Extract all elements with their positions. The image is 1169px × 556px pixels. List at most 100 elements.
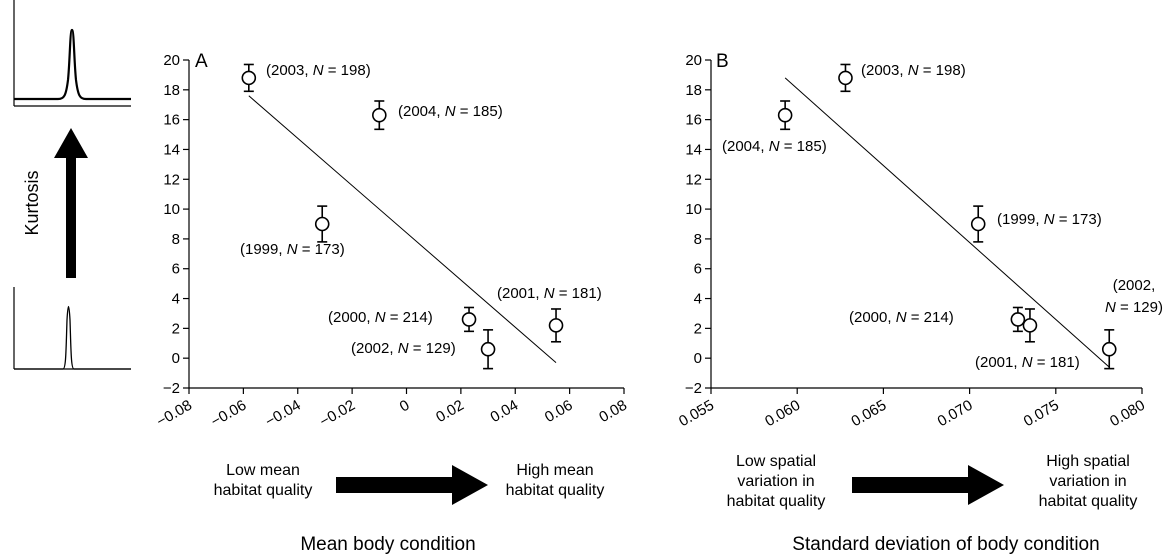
- kurtosis-label: Kurtosis: [22, 170, 42, 235]
- point-label: (2002,: [1113, 277, 1156, 294]
- x-tick-label: 0.02: [433, 397, 467, 426]
- panel-a-point-labels: (2003, N = 198) (2004, N = 185) (1999, N…: [240, 62, 602, 357]
- panel-a-x-axis-title: Mean body condition: [300, 534, 475, 555]
- high-kurtosis-distribution: [13, 0, 131, 107]
- x-tick-label: −0.06: [208, 397, 249, 431]
- point-label: (2002, N = 129): [351, 340, 456, 357]
- panel-a-points: [241, 63, 564, 370]
- point-label: (2004, N = 185): [722, 138, 827, 155]
- point-marker: [1010, 312, 1026, 327]
- low-kurtosis-distribution: [13, 287, 131, 370]
- data-point-2000: [461, 306, 477, 333]
- point-label: (2001, N = 181): [975, 354, 1080, 371]
- caption-line: Low mean: [226, 462, 300, 479]
- kurtosis-illustration: Kurtosis: [13, 0, 131, 370]
- y-tick-label: 6: [172, 261, 180, 278]
- point-label: (1999, N = 173): [997, 211, 1102, 228]
- x-tick-label: 0.075: [1021, 397, 1062, 430]
- panel-a-y-ticks: −2 0 2 4 6 8 10 12 14 16 18 20: [163, 52, 189, 397]
- panel-b-high-caption: High spatial variation in habitat qualit…: [1039, 453, 1138, 510]
- point-marker: [241, 70, 257, 86]
- caption-line: habitat quality: [727, 493, 826, 510]
- panel-b-y-ticks: −2 0 2 4 6 8 10 12 14 16 18 20: [685, 52, 711, 397]
- caption-line: variation in: [737, 473, 814, 490]
- panel-b-low-caption: Low spatial variation in habitat quality: [727, 453, 826, 510]
- data-point-2003: [241, 63, 257, 93]
- x-tick-label: −0.08: [154, 397, 195, 431]
- y-tick-label: 4: [172, 291, 180, 308]
- panel-a-letter: A: [195, 51, 208, 72]
- x-tick-label: 0.060: [762, 397, 803, 430]
- panel-b-x-ticks: 0.055 0.060 0.065 0.070 0.075 0.080: [676, 388, 1148, 430]
- x-tick-label: 0: [397, 397, 413, 416]
- x-tick-label: 0.055: [676, 397, 717, 430]
- data-point-1999: [970, 205, 986, 243]
- y-tick-label: 14: [685, 141, 702, 158]
- data-point-2004: [777, 100, 793, 131]
- caption-line: variation in: [1049, 473, 1126, 490]
- panel-b-letter: B: [716, 51, 729, 72]
- point-marker: [838, 70, 853, 86]
- panel-b-trend-line: [784, 77, 1110, 368]
- y-tick-label: 0: [694, 350, 702, 367]
- x-tick-label: −0.04: [262, 397, 303, 431]
- x-tick-label: 0.06: [542, 397, 576, 426]
- data-point-2003: [838, 63, 853, 93]
- peaked-curve: [14, 28, 131, 101]
- point-marker: [480, 341, 496, 357]
- point-marker: [1022, 318, 1038, 333]
- point-marker: [314, 216, 330, 232]
- y-tick-label: 12: [685, 171, 702, 188]
- panel-a-low-caption: Low mean habitat quality: [214, 462, 313, 499]
- y-tick-label: 16: [685, 112, 702, 129]
- y-tick-label: 18: [163, 82, 180, 99]
- y-tick-label: 12: [163, 171, 180, 188]
- data-point-2000: [1010, 306, 1026, 333]
- y-tick-label: −2: [163, 380, 180, 397]
- y-tick-label: 8: [694, 231, 702, 248]
- point-marker: [372, 107, 387, 123]
- point-label: (2003, N = 198): [861, 62, 966, 79]
- data-point-2004: [372, 100, 387, 131]
- x-tick-label: 0.080: [1107, 397, 1148, 430]
- point-label: (2001, N = 181): [497, 285, 602, 302]
- caption-line: habitat quality: [1039, 493, 1138, 510]
- point-label: (2004, N = 185): [398, 103, 503, 120]
- data-point-2002: [1101, 329, 1117, 370]
- y-tick-label: 18: [685, 82, 702, 99]
- point-marker: [548, 318, 564, 333]
- caption-line: habitat quality: [214, 482, 313, 499]
- right-arrow-icon: [336, 465, 488, 505]
- x-tick-label: 0.070: [935, 397, 976, 430]
- x-tick-label: −0.02: [317, 397, 358, 431]
- data-point-1999: [314, 205, 330, 243]
- point-marker: [1101, 341, 1117, 357]
- trend-line: [784, 77, 1110, 368]
- point-label: (2000, N = 214): [849, 309, 954, 326]
- y-tick-label: 10: [685, 201, 702, 218]
- flat-curve: [14, 305, 131, 370]
- panel-a-x-ticks: −0.08 −0.06 −0.04 −0.02 0 0.02 0.04 0.06 0.08: [154, 388, 630, 430]
- x-tick-label: 0.04: [487, 397, 521, 426]
- caption-line: Low spatial: [736, 453, 816, 470]
- trend-line: [248, 95, 557, 364]
- right-arrow-icon: [852, 465, 1004, 505]
- point-label: (2000, N = 214): [328, 309, 433, 326]
- y-tick-label: 14: [163, 141, 180, 158]
- data-point-2001: [1022, 308, 1038, 343]
- point-label: (2003, N = 198): [266, 62, 371, 79]
- y-tick-label: 6: [694, 261, 702, 278]
- panel-a-trend-line: [248, 95, 557, 364]
- y-tick-label: 16: [163, 112, 180, 129]
- point-marker: [461, 312, 477, 327]
- y-tick-label: 4: [694, 291, 702, 308]
- panel-b-point-labels: (2003, N = 198) (2004, N = 185) (1999, N…: [722, 62, 1163, 371]
- y-tick-label: 2: [172, 320, 180, 337]
- y-tick-label: 2: [694, 320, 702, 337]
- data-point-2002: [480, 329, 496, 370]
- caption-line: High spatial: [1046, 453, 1130, 470]
- y-tick-label: 10: [163, 201, 180, 218]
